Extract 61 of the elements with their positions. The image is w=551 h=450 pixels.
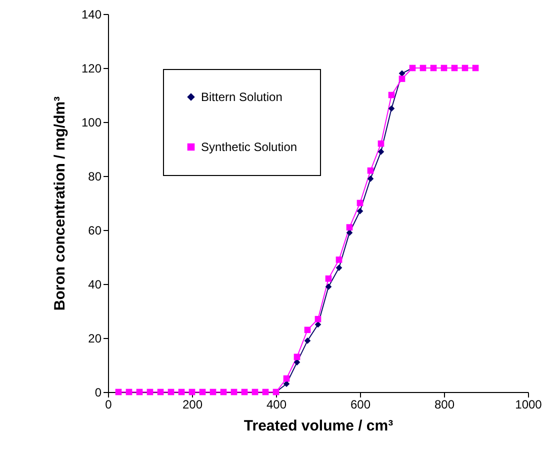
y-tick-label: 0 xyxy=(94,386,102,400)
point xyxy=(252,388,258,396)
point xyxy=(115,388,122,396)
point xyxy=(314,316,322,322)
point xyxy=(283,380,290,388)
x-tick-label: 200 xyxy=(182,398,203,412)
y-tick-label: 100 xyxy=(81,116,102,130)
point xyxy=(157,388,164,396)
point xyxy=(378,148,384,155)
point xyxy=(398,70,406,77)
y-tick-label: 40 xyxy=(88,278,102,292)
point xyxy=(230,388,238,396)
point xyxy=(126,388,132,396)
point xyxy=(220,388,227,396)
y-axis-title: Boron concentration / mg/dm³ xyxy=(51,96,68,311)
point xyxy=(367,176,374,182)
point xyxy=(356,208,364,214)
y-tick-label: 80 xyxy=(88,170,102,184)
point xyxy=(325,284,332,290)
point xyxy=(210,388,216,396)
point xyxy=(136,388,143,396)
y-tick-label: 140 xyxy=(81,8,102,22)
point xyxy=(462,64,468,72)
point xyxy=(398,76,406,82)
point xyxy=(388,105,395,112)
y-tick-label: 120 xyxy=(81,62,102,76)
point xyxy=(199,388,206,396)
point xyxy=(336,256,342,263)
point xyxy=(472,64,479,72)
x-tick-label: 0 xyxy=(105,398,112,412)
point xyxy=(314,321,322,328)
point xyxy=(262,388,269,396)
legend-label: Bittern Solution xyxy=(201,90,282,104)
point xyxy=(188,388,196,396)
point xyxy=(168,388,174,396)
point xyxy=(440,64,448,72)
legend-label: Synthetic Solution xyxy=(201,140,298,154)
point xyxy=(378,140,384,147)
point xyxy=(241,388,248,396)
point xyxy=(430,64,437,72)
point xyxy=(451,64,458,72)
point xyxy=(356,200,364,206)
point xyxy=(178,388,185,396)
x-tick-label: 600 xyxy=(350,398,371,412)
point xyxy=(388,92,395,98)
point xyxy=(283,375,290,382)
point xyxy=(304,338,311,344)
y-tick-label: 60 xyxy=(88,224,102,238)
y-tick-label: 20 xyxy=(88,332,102,346)
point xyxy=(367,167,374,174)
point xyxy=(420,64,426,72)
point xyxy=(304,326,311,334)
point xyxy=(325,275,332,282)
point xyxy=(346,224,353,230)
x-axis-title: Treated volume / cm³ xyxy=(244,418,394,434)
point xyxy=(336,264,342,271)
point xyxy=(294,354,300,360)
x-tick-label: 400 xyxy=(266,398,287,412)
x-tick-label: 800 xyxy=(434,398,455,412)
x-tick-label: 1000 xyxy=(515,398,542,412)
point xyxy=(146,388,154,396)
